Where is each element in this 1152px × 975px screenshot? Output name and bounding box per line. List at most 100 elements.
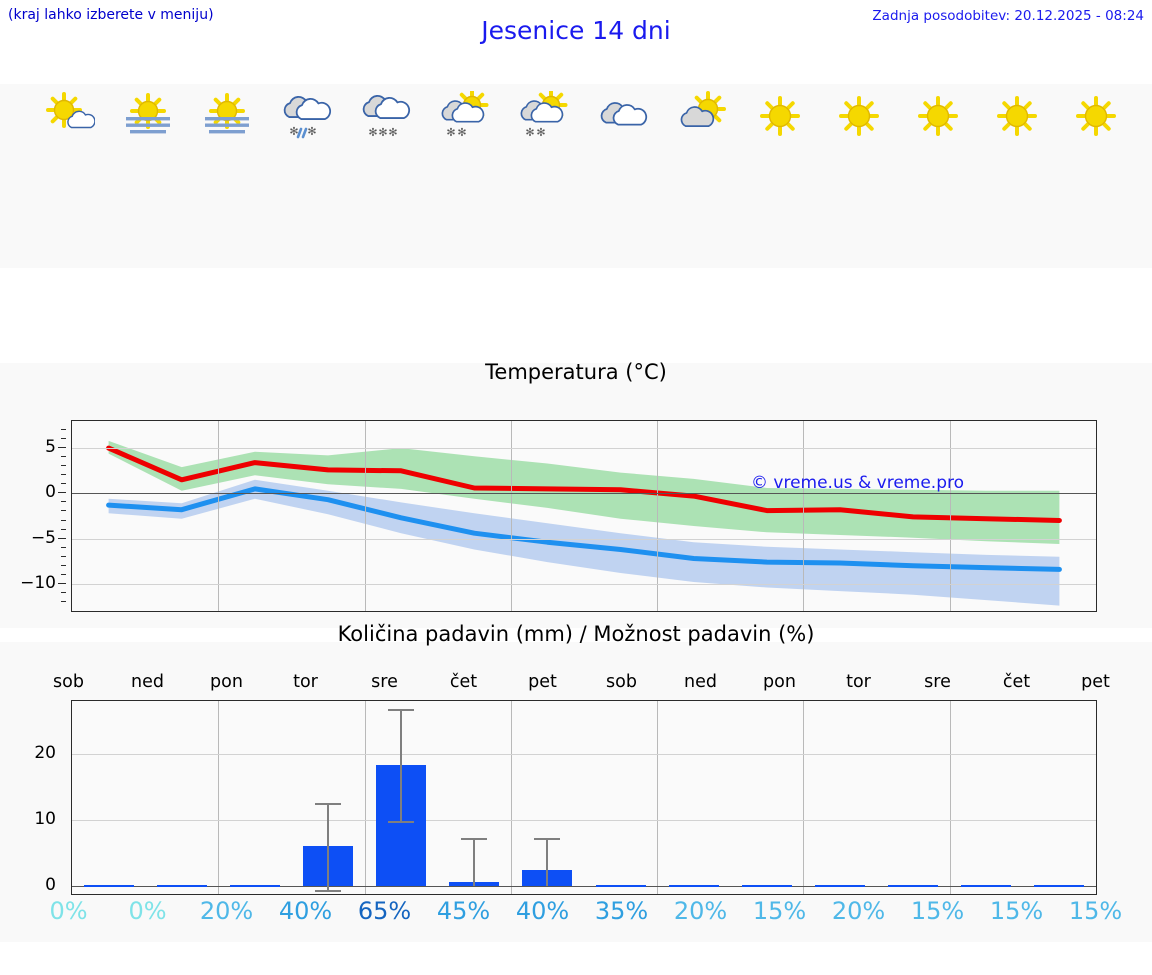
forecast-day-column[interactable]: ✻ ✻ ✻ — [345, 84, 424, 268]
precipitation-day-label: pet — [528, 672, 557, 692]
precipitation-probability-label: 15% — [752, 897, 807, 925]
grid-line-horizontal — [72, 583, 1096, 585]
error-bar-cap — [461, 838, 488, 841]
forecast-day-column[interactable] — [108, 84, 187, 268]
precipitation-day-label: čet — [449, 672, 478, 692]
precipitation-probability-label: 20% — [199, 897, 254, 925]
precipitation-probability-label: 20% — [673, 897, 728, 925]
grid-line-vertical — [510, 421, 512, 611]
precipitation-probability-label: 15% — [1068, 897, 1123, 925]
sun-fog-icon — [108, 90, 187, 142]
precipitation-y-axis: 20 10 0 — [0, 700, 66, 896]
grid-line-vertical — [364, 701, 366, 894]
error-bar-cap — [388, 821, 415, 824]
precipitation-bar[interactable] — [1034, 885, 1085, 888]
y-axis-tick-mark — [61, 483, 66, 485]
forecast-day-column[interactable] — [1056, 84, 1135, 268]
y-axis-tick-label: 10 — [34, 808, 56, 829]
precipitation-day-label: sre — [371, 672, 398, 692]
svg-text:✻: ✻ — [536, 126, 545, 139]
precipitation-day-label: tor — [846, 672, 871, 692]
forecast-day-column[interactable]: ✻ ✻ — [503, 84, 582, 268]
error-bar-line — [400, 708, 403, 822]
precipitation-bar[interactable] — [229, 885, 280, 888]
svg-text:✻: ✻ — [289, 125, 298, 138]
precipitation-chart-panel: Količina padavin (mm) / Možnost padavin … — [0, 622, 1152, 942]
sun-cloud-icon2 — [661, 90, 740, 142]
precipitation-day-label: tor — [293, 672, 318, 692]
precipitation-bar[interactable] — [83, 885, 134, 888]
y-axis-tick-label: 20 — [34, 742, 56, 763]
cloud-icon — [582, 90, 661, 142]
menu-hint: (kraj lahko izberete v meniju) — [8, 7, 214, 23]
grid-line-vertical — [803, 421, 805, 611]
grid-line-vertical — [657, 421, 659, 611]
y-axis-tick-mark — [61, 429, 66, 431]
precipitation-day-label: sre — [924, 672, 951, 692]
sun-cloud-icon — [29, 90, 108, 142]
y-axis-tick-mark — [58, 447, 66, 449]
svg-text:✻: ✻ — [378, 126, 387, 139]
error-bar-line — [546, 838, 549, 887]
forecast-day-column[interactable]: ✻ ✻ — [266, 84, 345, 268]
error-bar-line — [473, 838, 476, 887]
forecast-day-column[interactable]: ✻ ✻ — [424, 84, 503, 268]
error-bar-cap — [388, 708, 415, 711]
forecast-day-column[interactable] — [740, 84, 819, 268]
precipitation-day-label: čet — [1002, 672, 1031, 692]
y-axis-tick-mark — [61, 528, 66, 530]
precipitation-bar[interactable] — [668, 885, 719, 888]
y-axis-tick-label: 0 — [45, 875, 56, 896]
svg-text:✻: ✻ — [446, 126, 455, 139]
precipitation-bar[interactable] — [741, 885, 792, 888]
forecast-day-column[interactable] — [898, 84, 977, 268]
svg-text:✻: ✻ — [307, 125, 316, 138]
y-axis-tick-mark — [61, 555, 66, 557]
y-axis-tick-mark — [61, 501, 66, 503]
forecast-day-column[interactable] — [29, 84, 108, 268]
svg-text:✻: ✻ — [368, 126, 377, 139]
svg-text:✻: ✻ — [525, 126, 534, 139]
sun-icon — [740, 90, 819, 142]
forecast-day-column[interactable] — [977, 84, 1056, 268]
error-bar-cap — [315, 803, 341, 806]
sun-cloud-snow-icon: ✻ ✻ — [503, 90, 582, 142]
precipitation-bar[interactable] — [961, 885, 1012, 888]
precipitation-bar[interactable] — [156, 885, 207, 888]
cloud-rain-snow-icon: ✻ ✻ — [266, 90, 345, 142]
precipitation-day-label: pon — [763, 672, 796, 692]
error-bar-cap — [534, 838, 561, 841]
precipitation-day-label: sob — [606, 672, 637, 692]
grid-line-vertical — [803, 701, 805, 894]
forecast-day-column[interactable] — [819, 84, 898, 268]
y-axis-tick-label: 5 — [45, 437, 56, 458]
precipitation-probability-row: 0% 0% 20% 40% 65% 45% 40% 35% 20% 15% 20% 15% 15% 15% — [0, 897, 1152, 931]
sun-icon — [898, 90, 977, 142]
forecast-day-column[interactable] — [582, 84, 661, 268]
precipitation-probability-label: 35% — [594, 897, 649, 925]
sun-fog-icon — [187, 90, 266, 142]
y-axis-tick-mark — [61, 510, 66, 512]
error-bar-line — [327, 803, 329, 891]
precipitation-plot-area — [71, 700, 1097, 895]
y-axis-tick-mark — [61, 546, 66, 548]
forecast-day-column[interactable] — [661, 84, 740, 268]
precipitation-bar[interactable] — [815, 885, 865, 888]
precipitation-day-label: sob — [53, 672, 84, 692]
precipitation-day-labels: sob ned pon tor sre čet pet sob ned pon tor sre čet p… — [0, 672, 1152, 696]
precipitation-probability-label: 45% — [436, 897, 491, 925]
precipitation-bar[interactable] — [888, 885, 939, 888]
y-axis-tick-mark — [61, 600, 66, 602]
y-axis-tick-mark — [61, 591, 66, 593]
svg-text:✻: ✻ — [388, 126, 397, 139]
precipitation-day-label: pon — [210, 672, 243, 692]
precipitation-probability-label: 20% — [831, 897, 886, 925]
forecast-day-column[interactable] — [187, 84, 266, 268]
y-axis-tick-mark — [61, 465, 66, 467]
grid-line-vertical — [510, 701, 512, 894]
precipitation-bar[interactable] — [595, 885, 646, 888]
temperature-series-svg — [106, 440, 1062, 606]
y-axis-tick-mark — [61, 438, 66, 440]
y-axis-tick-mark — [61, 573, 66, 575]
grid-line-horizontal — [72, 538, 1096, 540]
